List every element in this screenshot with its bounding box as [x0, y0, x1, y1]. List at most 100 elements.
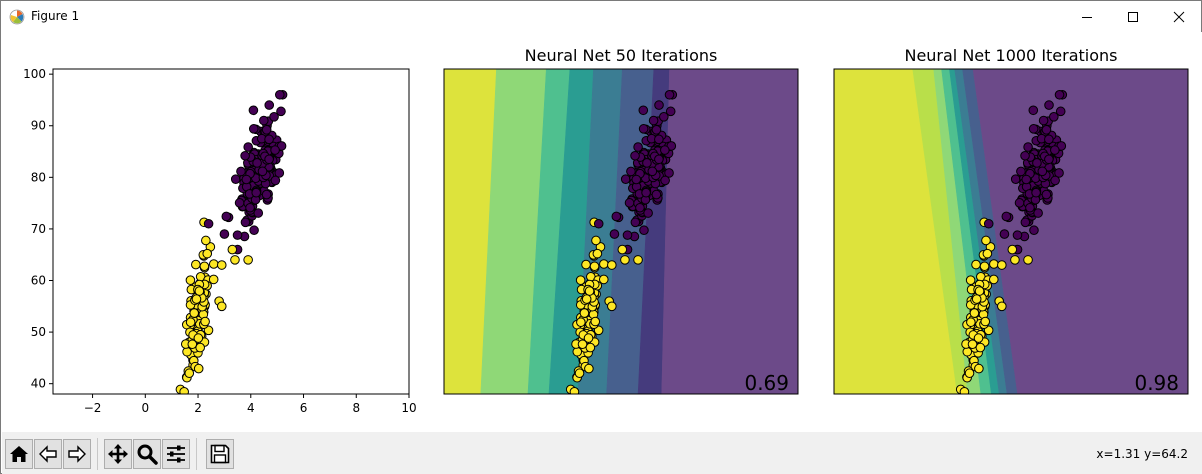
x-tick-label: 0	[141, 401, 149, 415]
y-tick-label: 100	[23, 67, 46, 81]
data-point	[966, 317, 976, 328]
y-tick: 50	[31, 325, 53, 339]
data-point	[191, 259, 201, 270]
data-point	[974, 363, 984, 374]
data-point	[1049, 112, 1059, 122]
data-point	[641, 187, 651, 198]
close-button[interactable]	[1156, 1, 1202, 32]
contour-band	[444, 69, 497, 394]
y-tick: 80	[31, 170, 53, 184]
data-point	[584, 363, 594, 374]
y-axis: 40 50 60 70 80 90 100	[23, 67, 53, 391]
data-point	[574, 368, 585, 379]
data-point	[584, 286, 595, 296]
data-point	[208, 274, 219, 285]
sliders-icon	[167, 445, 185, 463]
pan-button[interactable]	[104, 439, 132, 469]
data-point	[585, 342, 596, 353]
data-point	[654, 154, 664, 165]
back-button[interactable]	[34, 439, 62, 469]
axes-scatter[interactable]: −2 0 2 4 6 8 10 40 50 60 70 80 90 100	[23, 67, 417, 415]
data-point	[1041, 125, 1052, 135]
data-point	[592, 248, 603, 259]
home-button[interactable]	[5, 439, 33, 469]
data-point	[252, 158, 262, 168]
data-point	[274, 168, 285, 178]
y-tick-label: 90	[31, 119, 46, 133]
data-point	[664, 89, 675, 100]
data-point	[609, 229, 620, 239]
y-tick: 70	[31, 222, 53, 236]
figure-svg[interactable]: −2 0 2 4 6 8 10 40 50 60 70 80 90 100 Neural Net 50 …	[2, 32, 1202, 432]
data-point	[591, 235, 601, 246]
data-point	[1028, 124, 1039, 134]
data-point	[647, 166, 658, 177]
data-point	[639, 225, 649, 236]
maximize-button[interactable]	[1110, 1, 1156, 32]
figure-canvas[interactable]: −2 0 2 4 6 8 10 40 50 60 70 80 90 100 Neural Net 50 …	[2, 32, 1202, 432]
y-tick-label: 40	[31, 377, 46, 391]
data-point	[1054, 168, 1064, 178]
scatter-points	[175, 89, 288, 394]
data-point	[195, 342, 205, 353]
data-point	[631, 174, 642, 185]
data-point	[651, 189, 662, 200]
cursor-coordinates: x=1.31 y=64.2	[1096, 447, 1188, 461]
data-point	[202, 248, 213, 259]
toolbar-separator	[97, 438, 98, 470]
matplotlib-logo-icon	[9, 9, 25, 25]
data-point	[962, 346, 973, 357]
axes-title: Neural Net 50 Iterations	[525, 46, 718, 65]
save-button[interactable]	[206, 439, 234, 469]
data-point	[1021, 174, 1032, 185]
x-tick-label: 10	[401, 401, 416, 415]
y-tick: 40	[31, 377, 53, 391]
data-point	[1012, 230, 1023, 240]
data-point	[633, 142, 643, 152]
data-point	[241, 174, 252, 185]
data-point	[194, 286, 205, 296]
data-point	[975, 342, 986, 353]
data-point	[264, 134, 274, 145]
magnifier-icon	[137, 444, 158, 465]
x-tick-label: 4	[247, 401, 255, 415]
title-bar[interactable]: Figure 1	[1, 1, 1201, 32]
data-point	[974, 286, 985, 296]
x-axis: −2 0 2 4 6 8 10	[84, 394, 417, 415]
forward-button[interactable]	[63, 439, 91, 469]
data-point	[234, 198, 245, 208]
data-point	[208, 259, 219, 269]
maximize-icon	[1128, 11, 1138, 22]
x-tick: 2	[194, 394, 202, 415]
data-point	[620, 255, 630, 265]
score-label: 0.98	[1134, 371, 1179, 395]
data-point	[575, 275, 586, 285]
x-tick: 10	[401, 394, 417, 415]
data-point	[230, 174, 241, 184]
data-point	[590, 316, 601, 327]
data-point	[269, 112, 279, 122]
move-arrows-icon	[108, 444, 128, 464]
data-point	[599, 259, 609, 269]
data-point	[264, 154, 274, 165]
data-point	[1055, 106, 1066, 117]
data-point	[997, 260, 1007, 270]
data-point	[983, 218, 994, 229]
zoom-button[interactable]	[133, 439, 161, 469]
data-point	[193, 333, 204, 343]
data-point	[959, 386, 970, 394]
data-point	[1044, 100, 1054, 110]
data-point	[179, 386, 189, 394]
data-point	[1029, 225, 1039, 236]
axes-neural-net-50[interactable]: Neural Net 50 Iterations 0.69	[313, 46, 929, 396]
contour-band	[912, 69, 968, 394]
axes-neural-net-1000[interactable]: Neural Net 1000 Iterations 0.98	[703, 46, 1202, 396]
minimize-button[interactable]	[1064, 1, 1110, 32]
data-point	[1031, 187, 1041, 198]
data-point	[638, 105, 649, 116]
data-point	[971, 259, 981, 270]
configure-subplots-button[interactable]	[162, 439, 190, 469]
data-point	[982, 248, 993, 259]
contour-band	[962, 69, 1018, 394]
